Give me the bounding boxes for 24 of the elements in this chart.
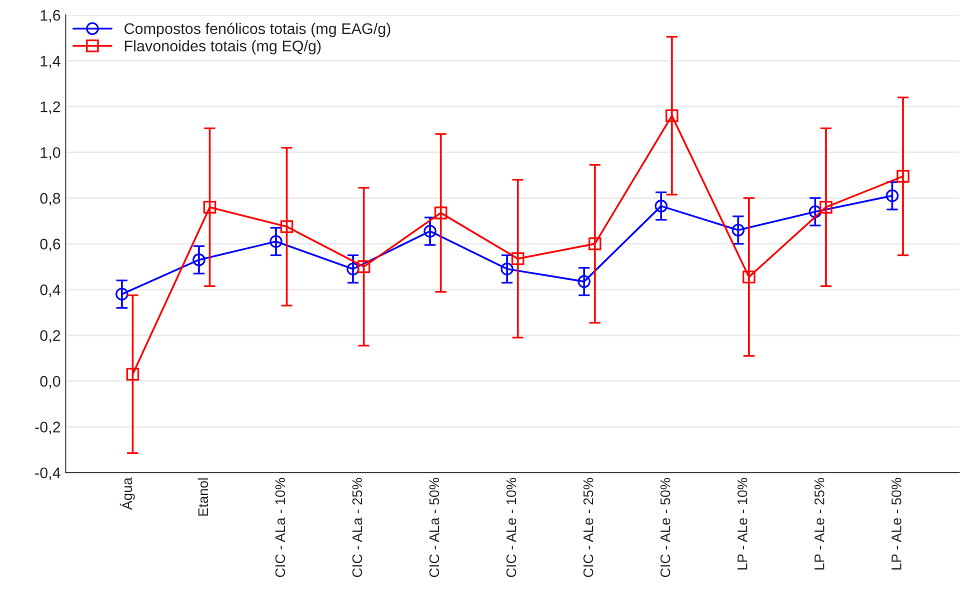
y-tick-label: 1,2 <box>40 101 60 114</box>
x-tick-label: LP - ALe - 50% <box>892 478 902 570</box>
y-tick-label: 0,2 <box>40 330 60 343</box>
x-tick-label: CIC - ALa - 10% <box>275 478 286 578</box>
x-tick-label: CIC - ALa - 25% <box>352 478 362 578</box>
y-tick-label: 0,6 <box>40 238 60 252</box>
x-tick-label: CIC - ALe - 10% <box>506 478 516 578</box>
legend-label: Compostos fenólicos totais (mg EAG/g) <box>124 22 390 38</box>
y-tick-label: -0,2 <box>35 422 60 434</box>
y-tick-label: 0,4 <box>40 284 60 298</box>
x-tick-label: Água <box>120 477 135 510</box>
x-tick-label: LP - ALe - 25% <box>814 478 824 570</box>
x-tick-label: CIC - ALe - 50% <box>660 478 670 578</box>
x-tick-label: CIC - ALe - 25% <box>583 478 594 578</box>
x-tick-label: Etanol <box>198 478 208 516</box>
y-tick-label: 1,4 <box>40 56 60 68</box>
y-tick-label: 0,8 <box>40 192 60 206</box>
y-tick-label: 1,6 <box>40 10 60 23</box>
legend-label: Flavonoides totais (mg EQ/g) <box>124 40 321 54</box>
y-tick-label: 0,0 <box>40 376 60 389</box>
y-tick-label: 1,0 <box>40 147 60 160</box>
x-tick-label: LP - ALe - 10% <box>737 478 748 570</box>
y-tick-label: -0,4 <box>35 467 60 480</box>
x-tick-label: CIC - ALa - 50% <box>429 478 440 578</box>
